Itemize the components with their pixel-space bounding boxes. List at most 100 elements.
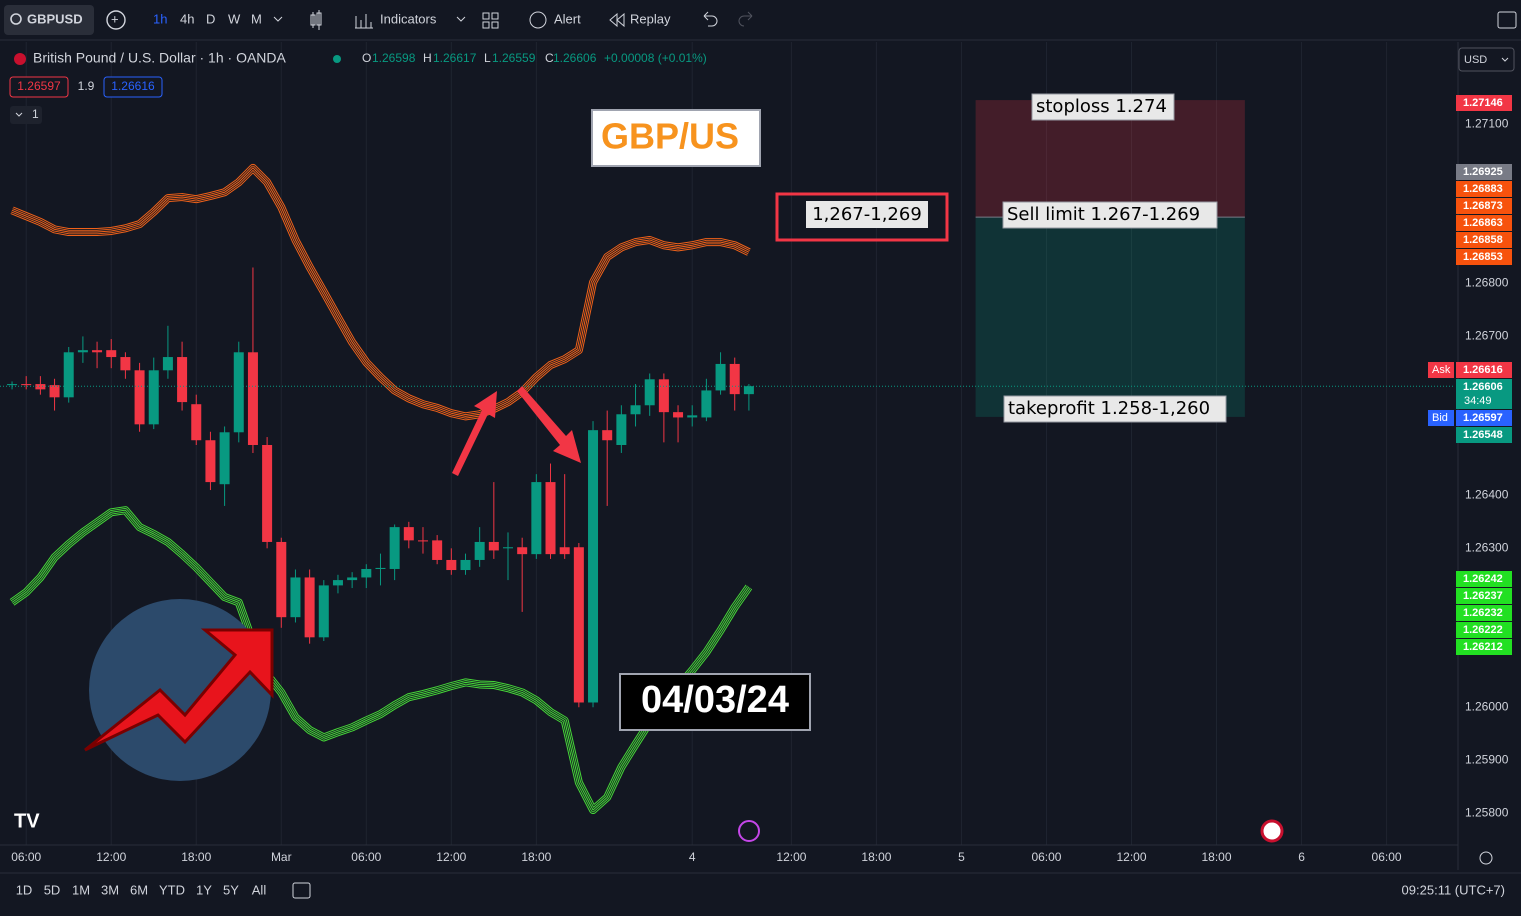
symbol[interactable]: GBPUSD	[27, 11, 83, 26]
currency[interactable]: USD	[1464, 54, 1487, 66]
annotation-date[interactable]: 04/03/24	[641, 679, 789, 721]
annotation-text[interactable]: stoploss 1.274	[1036, 96, 1167, 117]
annotation-box[interactable]	[591, 109, 761, 167]
interval[interactable]: W	[228, 11, 241, 26]
x-tick-label: 12:00	[1116, 850, 1146, 864]
price-tag	[1456, 605, 1512, 621]
price-tag	[1456, 198, 1512, 214]
candle-body	[517, 547, 528, 555]
annotation-text[interactable]: takeprofit 1.258-1,260	[1008, 398, 1210, 419]
candle-body	[389, 527, 400, 569]
annotation-box[interactable]	[1002, 201, 1218, 229]
symbol-search[interactable]	[4, 5, 94, 35]
range-button[interactable]: 1Y	[196, 882, 212, 897]
candle-body	[120, 357, 131, 371]
redo-button[interactable]	[738, 11, 753, 27]
sell-button[interactable]	[9, 76, 69, 98]
search-icon	[10, 13, 22, 25]
legend-value: 1.26606	[553, 51, 597, 65]
candle-body	[743, 386, 754, 395]
replay-button[interactable]: Replay	[630, 11, 671, 26]
chart-type-button[interactable]	[310, 10, 322, 30]
annotation-box[interactable]	[1031, 93, 1175, 121]
x-tick-label: 18:00	[1201, 850, 1231, 864]
candle-body	[247, 352, 258, 445]
target-zone	[975, 217, 1245, 417]
chevron[interactable]	[456, 16, 466, 22]
sell-price[interactable]: 1.26597	[17, 79, 61, 93]
annotation-zone[interactable]: 1,267-1,269	[812, 204, 922, 225]
range-button[interactable]: 5Y	[223, 882, 239, 897]
x-tick-label: 5	[958, 850, 965, 864]
range-button[interactable]: 6M	[130, 882, 148, 897]
event-icon[interactable]	[738, 820, 760, 842]
candle-body	[77, 350, 88, 353]
annotation-box[interactable]	[1003, 395, 1227, 423]
legend-value: 1.26617	[433, 51, 477, 65]
interval[interactable]: 1h	[153, 11, 167, 26]
range-button[interactable]: YTD	[159, 882, 185, 897]
toolbar	[0, 0, 1521, 40]
price-tag-label: 1.26212	[1463, 641, 1503, 653]
range-button[interactable]: 5D	[44, 882, 61, 897]
logo-circle	[89, 599, 271, 781]
date-range-button[interactable]	[292, 882, 311, 899]
candle-body	[106, 350, 117, 358]
candle-body	[403, 527, 414, 541]
chevron[interactable]	[273, 16, 283, 22]
candle-body	[588, 430, 599, 703]
range-button[interactable]: 1M	[72, 882, 90, 897]
annotation-title[interactable]: GBP/US	[601, 116, 739, 157]
compare-button[interactable]	[106, 10, 126, 30]
legend-value: 1.26598	[372, 51, 416, 65]
candle-body	[304, 577, 315, 638]
collapse-button[interactable]	[10, 106, 42, 124]
buy-price[interactable]: 1.26616	[111, 79, 155, 93]
range-button[interactable]: 1D	[16, 882, 33, 897]
fullscreen-button[interactable]	[1497, 11, 1517, 29]
legend-label: O	[362, 51, 371, 65]
interval[interactable]: D	[206, 11, 215, 26]
range-button[interactable]: All	[252, 882, 267, 897]
candle-body	[573, 547, 584, 703]
settings-button[interactable]	[1479, 851, 1493, 865]
x-tick-label: 18:00	[521, 850, 551, 864]
x-tick-label: Mar	[271, 850, 292, 864]
annotation-box[interactable]	[806, 201, 928, 228]
currency-button[interactable]	[1458, 47, 1515, 72]
price-tag	[1456, 232, 1512, 248]
logo-arrow	[84, 628, 274, 752]
undo-button[interactable]	[703, 11, 718, 27]
event-icon[interactable]	[1260, 819, 1284, 843]
candle-body	[715, 363, 726, 391]
y-tick-label: 1.25900	[1465, 752, 1509, 766]
layout-button[interactable]	[482, 12, 499, 29]
x-tick-label: 6	[1298, 850, 1305, 864]
price-tag-label: 1.27146	[1463, 97, 1503, 109]
range-button[interactable]: 3M	[101, 882, 119, 897]
candle-body	[262, 445, 273, 542]
candle-body	[92, 350, 103, 353]
band-line	[11, 509, 750, 811]
annotation-text[interactable]: Sell limit 1.267-1.269	[1007, 204, 1200, 225]
candle-body	[290, 577, 301, 618]
candle-body	[658, 379, 669, 413]
alert-button[interactable]: Alert	[554, 11, 581, 26]
interval[interactable]: M	[251, 11, 262, 26]
price-tag	[1456, 622, 1512, 638]
candle-body	[332, 580, 343, 586]
candle-body	[474, 541, 485, 560]
x-tick-label: 12:00	[436, 850, 466, 864]
annotation-frame[interactable]	[775, 192, 949, 242]
annotation-box[interactable]	[619, 673, 811, 731]
indicators-button[interactable]: Indicators	[380, 11, 437, 26]
alert-icon	[529, 11, 547, 29]
buy-button[interactable]	[103, 76, 163, 98]
brand-logo: TV	[14, 810, 40, 832]
interval[interactable]: 4h	[180, 11, 194, 26]
x-tick-label: 06:00	[1372, 850, 1402, 864]
candle-body	[644, 379, 655, 406]
y-tick-label: 1.26800	[1465, 276, 1509, 290]
candle-body	[233, 352, 244, 433]
price-tag	[1456, 571, 1512, 587]
